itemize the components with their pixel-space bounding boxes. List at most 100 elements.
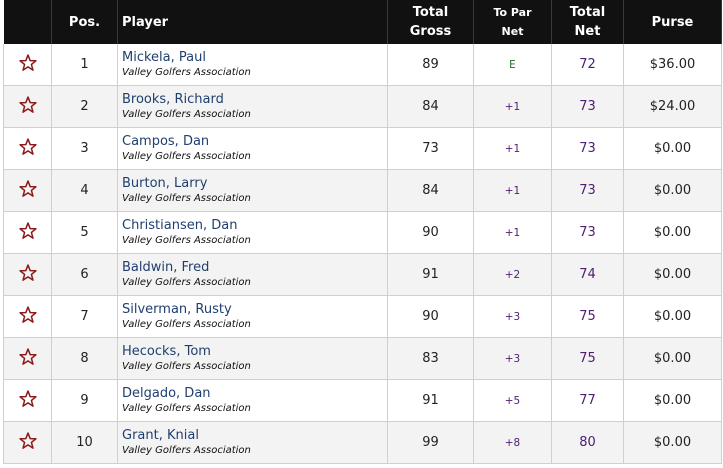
star-outline-icon[interactable] bbox=[18, 389, 38, 409]
total-gross-column-header[interactable]: Total Gross bbox=[387, 0, 474, 44]
to-par-net-cell: +2 bbox=[473, 253, 552, 296]
pos-cell: 5 bbox=[51, 211, 118, 254]
player-association: Valley Golfers Association bbox=[122, 193, 251, 204]
to-par-net-cell: +3 bbox=[473, 295, 552, 338]
pos-cell: 2 bbox=[51, 85, 118, 128]
pos-cell: 10 bbox=[51, 421, 118, 464]
leaderboard-table: Pos. Player Total Gross To Par Net Total Ne… bbox=[3, 0, 722, 464]
favorite-cell bbox=[3, 169, 52, 212]
to-par-net-cell: +1 bbox=[473, 127, 552, 170]
total-net-header-line1: Total bbox=[569, 5, 606, 20]
total-net-cell: 73 bbox=[551, 127, 624, 170]
table-row[interactable]: 2 Brooks, Richard Valley Golfers Associati… bbox=[3, 85, 722, 128]
player-cell: Baldwin, Fred Valley Golfers Association bbox=[117, 253, 388, 296]
favorite-cell bbox=[3, 379, 52, 422]
total-gross-cell: 89 bbox=[387, 44, 474, 86]
player-name-link[interactable]: Burton, Larry bbox=[122, 176, 208, 191]
favorite-cell bbox=[3, 44, 52, 86]
purse-cell: $0.00 bbox=[623, 337, 722, 380]
total-gross-cell: 99 bbox=[387, 421, 474, 464]
pos-cell: 8 bbox=[51, 337, 118, 380]
total-net-cell: 77 bbox=[551, 379, 624, 422]
total-net-column-header[interactable]: Total Net bbox=[551, 0, 624, 44]
total-net-cell: 73 bbox=[551, 169, 624, 212]
favorite-cell bbox=[3, 211, 52, 254]
pos-cell: 1 bbox=[51, 44, 118, 86]
favorite-cell bbox=[3, 337, 52, 380]
player-name-link[interactable]: Silverman, Rusty bbox=[122, 302, 232, 317]
star-outline-icon[interactable] bbox=[18, 431, 38, 451]
player-name-link[interactable]: Christiansen, Dan bbox=[122, 218, 238, 233]
star-outline-icon[interactable] bbox=[18, 305, 38, 325]
table-row[interactable]: 10 Grant, Knial Valley Golfers Association… bbox=[3, 421, 722, 464]
total-gross-cell: 91 bbox=[387, 253, 474, 296]
player-association: Valley Golfers Association bbox=[122, 67, 251, 78]
header-row: Pos. Player Total Gross To Par Net Total Ne… bbox=[3, 0, 722, 44]
leaderboard: Pos. Player Total Gross To Par Net Total Ne… bbox=[3, 0, 722, 464]
player-name-link[interactable]: Delgado, Dan bbox=[122, 386, 211, 401]
to-par-net-column-header[interactable]: To Par Net bbox=[473, 0, 552, 44]
player-association: Valley Golfers Association bbox=[122, 403, 251, 414]
star-outline-icon[interactable] bbox=[18, 53, 38, 73]
purse-cell: $0.00 bbox=[623, 379, 722, 422]
table-row[interactable]: 9 Delgado, Dan Valley Golfers Association 9… bbox=[3, 379, 722, 422]
purse-cell: $36.00 bbox=[623, 44, 722, 86]
player-cell: Brooks, Richard Valley Golfers Associatio… bbox=[117, 85, 388, 128]
to-par-header-line2: Net bbox=[501, 25, 524, 38]
player-name-link[interactable]: Baldwin, Fred bbox=[122, 260, 210, 275]
pos-column-header[interactable]: Pos. bbox=[51, 0, 118, 44]
player-name-link[interactable]: Campos, Dan bbox=[122, 134, 210, 149]
table-row[interactable]: 6 Baldwin, Fred Valley Golfers Association… bbox=[3, 253, 722, 296]
player-association: Valley Golfers Association bbox=[122, 109, 251, 120]
to-par-net-cell: +1 bbox=[473, 169, 552, 212]
player-association: Valley Golfers Association bbox=[122, 319, 251, 330]
total-gross-cell: 84 bbox=[387, 169, 474, 212]
star-outline-icon[interactable] bbox=[18, 263, 38, 283]
player-association: Valley Golfers Association bbox=[122, 277, 251, 288]
player-association: Valley Golfers Association bbox=[122, 445, 251, 456]
total-gross-cell: 90 bbox=[387, 295, 474, 338]
favorite-cell bbox=[3, 127, 52, 170]
star-outline-icon[interactable] bbox=[18, 179, 38, 199]
favorite-cell bbox=[3, 253, 52, 296]
player-cell: Mickela, Paul Valley Golfers Association bbox=[117, 44, 388, 86]
star-outline-icon[interactable] bbox=[18, 137, 38, 157]
to-par-net-cell: E bbox=[473, 44, 552, 86]
table-row[interactable]: 3 Campos, Dan Valley Golfers Association 73… bbox=[3, 127, 722, 170]
table-row[interactable]: 1 Mickela, Paul Valley Golfers Association… bbox=[3, 44, 722, 86]
purse-cell: $0.00 bbox=[623, 421, 722, 464]
player-name-link[interactable]: Brooks, Richard bbox=[122, 92, 224, 107]
player-name-link[interactable]: Grant, Knial bbox=[122, 428, 199, 443]
total-net-header-line2: Net bbox=[574, 24, 601, 39]
pos-cell: 6 bbox=[51, 253, 118, 296]
player-association: Valley Golfers Association bbox=[122, 151, 251, 162]
player-association: Valley Golfers Association bbox=[122, 361, 251, 372]
to-par-net-cell: +8 bbox=[473, 421, 552, 464]
total-net-cell: 73 bbox=[551, 85, 624, 128]
table-row[interactable]: 5 Christiansen, Dan Valley Golfers Associa… bbox=[3, 211, 722, 254]
player-cell: Grant, Knial Valley Golfers Association bbox=[117, 421, 388, 464]
player-name-link[interactable]: Mickela, Paul bbox=[122, 50, 206, 65]
player-cell: Christiansen, Dan Valley Golfers Associat… bbox=[117, 211, 388, 254]
total-gross-cell: 90 bbox=[387, 211, 474, 254]
player-cell: Campos, Dan Valley Golfers Association bbox=[117, 127, 388, 170]
table-row[interactable]: 7 Silverman, Rusty Valley Golfers Associat… bbox=[3, 295, 722, 338]
player-column-header[interactable]: Player bbox=[117, 0, 388, 44]
purse-cell: $0.00 bbox=[623, 211, 722, 254]
pos-cell: 3 bbox=[51, 127, 118, 170]
to-par-net-cell: +1 bbox=[473, 211, 552, 254]
player-cell: Hecocks, Tom Valley Golfers Association bbox=[117, 337, 388, 380]
player-cell: Burton, Larry Valley Golfers Association bbox=[117, 169, 388, 212]
total-net-cell: 75 bbox=[551, 337, 624, 380]
player-name-link[interactable]: Hecocks, Tom bbox=[122, 344, 211, 359]
table-row[interactable]: 8 Hecocks, Tom Valley Golfers Association 8… bbox=[3, 337, 722, 380]
star-outline-icon[interactable] bbox=[18, 95, 38, 115]
star-outline-icon[interactable] bbox=[18, 347, 38, 367]
to-par-net-cell: +5 bbox=[473, 379, 552, 422]
table-row[interactable]: 4 Burton, Larry Valley Golfers Association… bbox=[3, 169, 722, 212]
to-par-header-line1: To Par bbox=[493, 6, 532, 19]
total-net-cell: 74 bbox=[551, 253, 624, 296]
total-gross-cell: 91 bbox=[387, 379, 474, 422]
star-outline-icon[interactable] bbox=[18, 221, 38, 241]
purse-column-header[interactable]: Purse bbox=[623, 0, 722, 44]
